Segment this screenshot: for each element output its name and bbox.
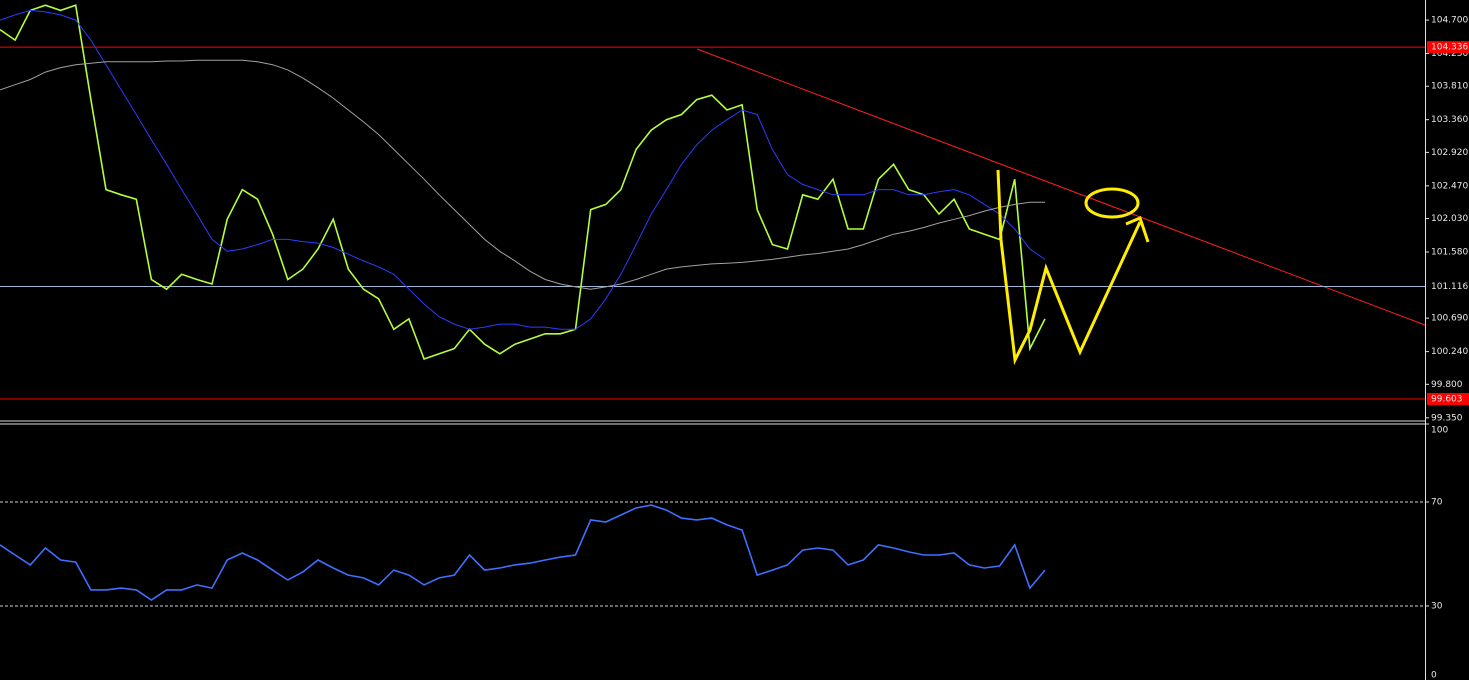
target-ellipse (1084, 187, 1140, 219)
y-tick-label: 99.350 (1431, 413, 1463, 423)
y-tick-label: 30 (1431, 602, 1443, 612)
level-label: 104.336 (1431, 43, 1468, 53)
series-line (0, 4, 1046, 361)
series-line (0, 9, 1046, 330)
y-tick-label: 100 (1431, 426, 1448, 436)
forecast-drawing (996, 169, 1142, 366)
y-tick-label: 101.580 (1431, 248, 1468, 258)
y-tick-label: 100.240 (1431, 347, 1468, 357)
y-tick-label: 102.470 (1431, 181, 1468, 191)
level-label-bg (1427, 41, 1469, 54)
marks: 104.700 104.250 103.810 103.360 102.920 102.4… (0, 4, 1469, 680)
forecast-arrowhead (1125, 215, 1150, 243)
y-tick-label: 0 (1431, 671, 1437, 680)
y-tick-label: 70 (1431, 498, 1443, 508)
y-tick-label: 104.700 (1431, 16, 1468, 26)
trend-line (696, 48, 1426, 326)
y-tick-label: 103.360 (1431, 115, 1468, 125)
level-label-bg (1427, 392, 1469, 405)
series-line (0, 504, 1046, 601)
y-tick-label: 100.690 (1431, 314, 1468, 324)
y-tick-label: 103.810 (1431, 82, 1468, 92)
y-tick-label: 102.920 (1431, 148, 1468, 158)
level-label: 99.603 (1431, 394, 1463, 404)
level-label: 101.116 (1431, 282, 1468, 292)
y-tick-label: 104.250 (1431, 49, 1468, 59)
y-tick-label: 99.800 (1431, 380, 1463, 390)
y-tick-label: 102.030 (1431, 214, 1468, 224)
series-line (0, 59, 1045, 290)
